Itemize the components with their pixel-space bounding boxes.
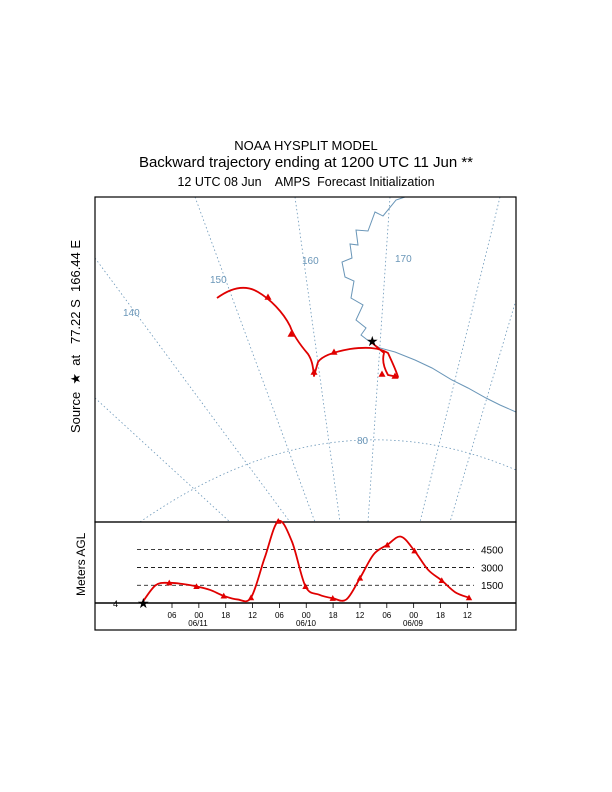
meridian-150 [194, 197, 316, 522]
meridian-label-170: 170 [395, 254, 412, 265]
chart-subtitle: Backward trajectory ending at 1200 UTC 1… [138, 154, 474, 171]
time-tick-label: 00 [409, 611, 418, 620]
height-marker [247, 594, 255, 601]
time-tick-label: 18 [436, 611, 445, 620]
trajectory-path [216, 286, 399, 378]
time-tick-label: 00 [302, 611, 311, 620]
height-marker [166, 579, 173, 586]
height-marker [465, 594, 473, 601]
trajectory-marker [330, 348, 338, 355]
time-tick-label: 06 [168, 611, 177, 620]
meridian-label-140: 140 [123, 308, 140, 319]
height-marker [329, 595, 336, 601]
trajectory-marker [391, 372, 399, 379]
height-marker [275, 517, 282, 524]
parallel-80 [139, 439, 516, 522]
height-frame [94, 521, 517, 631]
height-marker [411, 547, 418, 554]
date-label: 06/09 [403, 619, 424, 628]
coastline [341, 197, 516, 413]
height-marker [438, 577, 445, 584]
date-label: 06/11 [188, 619, 208, 628]
time-tick-label: 06 [382, 611, 391, 620]
source-star-icon: ★ [366, 334, 379, 350]
date-label: 06/10 [296, 619, 317, 628]
trajectory-marker [264, 293, 272, 300]
time-tick-label: 06 [275, 611, 284, 620]
meridian-west [95, 397, 231, 522]
reference-label-3000: 3000 [481, 563, 504, 574]
height-series-line [141, 519, 470, 604]
height-marker [302, 583, 309, 589]
meridian-160 [294, 197, 341, 522]
height-marker [384, 541, 391, 548]
y0-label: 4 [113, 599, 118, 609]
trajectory-marker [310, 368, 318, 375]
height-marker [193, 583, 200, 589]
time-tick-label: 12 [463, 611, 472, 620]
reference-label-1500: 1500 [481, 581, 504, 592]
parallel-label-80: 80 [357, 436, 369, 447]
trajectory-marker [378, 370, 386, 377]
meridian-label-150: 150 [210, 275, 227, 286]
meteo-info: 12 UTC 08 Jun AMPS Forecast Initializati… [177, 175, 435, 189]
trajectory-marker [287, 330, 295, 337]
height-marker [220, 592, 227, 599]
chart-title: NOAA HYSPLIT MODEL [234, 138, 378, 153]
reference-label-4500: 4500 [481, 546, 504, 557]
time-tick-label: 00 [194, 611, 203, 620]
time-tick-label: 18 [221, 611, 230, 620]
time-tick-label: 18 [329, 611, 338, 620]
meridian-140 [95, 257, 291, 522]
meridian-label-160: 160 [302, 256, 319, 267]
time-tick-label: 12 [248, 611, 257, 620]
height-marker [356, 574, 364, 581]
meridian-east [449, 299, 516, 522]
time-tick-label: 12 [355, 611, 364, 620]
height-source-star-icon: ★ [137, 596, 150, 612]
